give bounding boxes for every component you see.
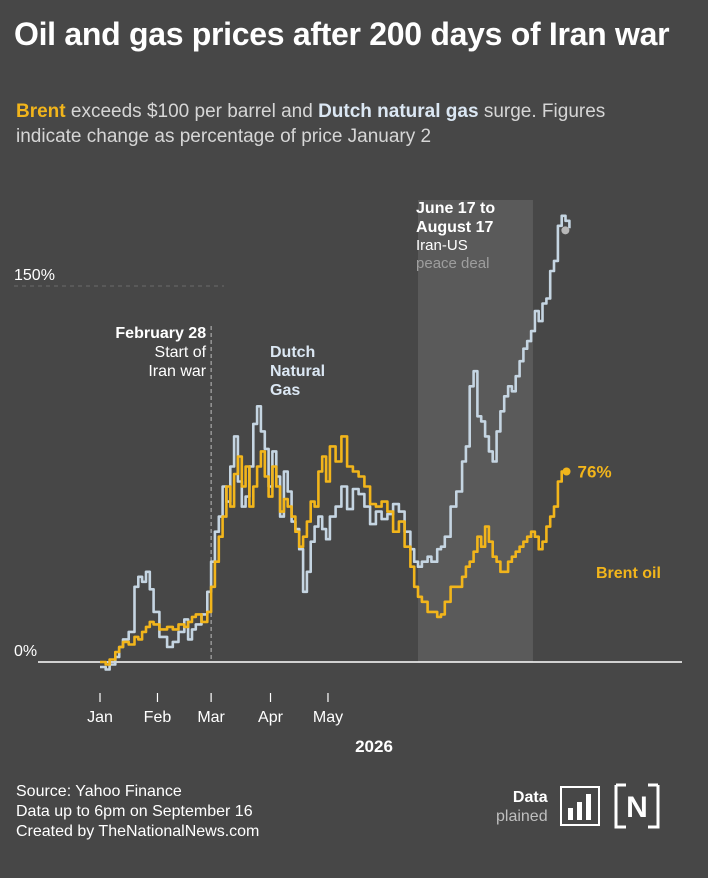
subtitle-part2: surge. Figures indicate change as percen… [16, 101, 606, 147]
shaded-period-title-line: August 17 [416, 219, 493, 236]
series-line-brent [100, 435, 566, 666]
shaded-period-title-line: June 17 to [416, 200, 495, 217]
national-logo-icon: N [614, 783, 660, 829]
x-tick-label: Mar [197, 709, 225, 726]
bar-chart-logo-icon [560, 786, 600, 826]
series-label-dutch-gas: Natural [270, 363, 325, 380]
national-logo-letter: N [626, 791, 648, 824]
series-end-label-brent: 76% [578, 462, 612, 481]
footer: Source: Yahoo Finance Data up to 6pm on … [16, 782, 259, 842]
series-label-dutch-gas: Dutch [270, 344, 315, 361]
y-tick-label: 150% [14, 267, 55, 284]
subtitle-brent-word: Brent [16, 101, 66, 122]
credit-note: Created by TheNationalNews.com [16, 823, 260, 840]
data-note: Data up to 6pm on September 16 [16, 803, 253, 820]
data-explained-line1: Data [512, 789, 548, 806]
series-end-dot-brent [562, 467, 571, 476]
data-explained-logo: Data plained [496, 788, 548, 826]
shaded-period-0 [418, 200, 533, 662]
x-tick-label: Feb [144, 709, 172, 726]
war-start-title: February 28 [115, 325, 206, 342]
source-note: Source: Yahoo Finance [16, 783, 182, 800]
series-line-dutch-gas [100, 214, 571, 671]
shaded-period-label-line: peace deal [416, 255, 489, 272]
chart-title: Oil and gas prices after 200 days of Ira… [14, 16, 670, 52]
data-explained-line2: plained [496, 808, 548, 825]
x-tick-label: Apr [258, 709, 284, 726]
x-axis-title: 2026 [355, 737, 393, 756]
subtitle-gas-word: Dutch natural gas [318, 101, 479, 122]
series-end-dot-dutch-gas [561, 226, 570, 235]
subtitle-part1: exceeds $100 per barrel and [65, 101, 319, 122]
x-tick-label: May [313, 709, 343, 726]
shaded-period-label-line: Iran-US [416, 237, 468, 254]
war-start-label-line: Iran war [148, 363, 206, 380]
y-tick-label: 0% [14, 643, 37, 660]
war-start-label-line: Start of [155, 344, 207, 361]
series-label-brent: Brent oil [596, 565, 661, 582]
chart-subtitle: Brent exceeds $100 per barrel and Dutch … [16, 99, 656, 149]
x-tick-label: Jan [87, 709, 113, 726]
series-label-dutch-gas: Gas [270, 382, 300, 399]
